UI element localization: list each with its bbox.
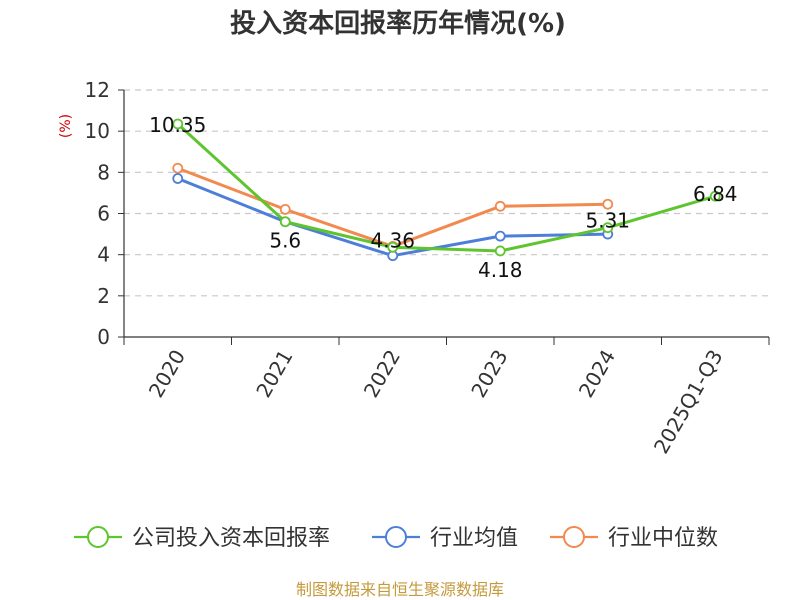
y-tick-label: 4 xyxy=(97,243,110,267)
data-labels: 10.35 5.6 4.36 4.18 5.31 6.84 xyxy=(149,113,737,282)
series-point-2[interactable] xyxy=(279,203,291,215)
series-lines xyxy=(176,122,716,258)
data-label: 6.84 xyxy=(693,182,738,206)
y-tick-label: 0 xyxy=(97,325,110,349)
legend-label-2[interactable]: 行业中位数 xyxy=(608,526,718,551)
data-label: 5.31 xyxy=(585,209,630,233)
y-tick-labels: 0 2 4 6 8 10 12 xyxy=(85,78,110,349)
y-tick-label: 8 xyxy=(97,160,110,184)
x-tick-label: 2020 xyxy=(144,346,190,402)
series-point-0[interactable] xyxy=(172,118,184,130)
series-point-0[interactable] xyxy=(494,245,506,257)
series-line-0 xyxy=(176,122,716,253)
legend[interactable]: 公司投入资本回报率 行业均值 行业中位数 xyxy=(74,526,718,551)
legend-marker-2 xyxy=(563,526,585,548)
source-note: 制图数据来自恒生聚源数据库 xyxy=(296,580,504,599)
legend-marker-1 xyxy=(385,526,407,548)
series-points xyxy=(172,118,721,262)
x-tick-label: 2024 xyxy=(574,346,620,402)
series-point-1[interactable] xyxy=(172,173,184,184)
data-label: 4.18 xyxy=(478,258,523,282)
x-tick-label: 2023 xyxy=(466,346,512,402)
chart-title: 投入资本回报率历年情况(%) xyxy=(230,8,566,39)
x-tick-label: 2021 xyxy=(251,346,297,402)
series-point-2[interactable] xyxy=(172,162,184,174)
y-tick-label: 2 xyxy=(97,284,110,308)
series-point-0[interactable] xyxy=(279,216,291,228)
series-point-0[interactable] xyxy=(709,190,721,202)
legend-label-0[interactable]: 公司投入资本回报率 xyxy=(132,526,330,551)
data-label: 4.36 xyxy=(370,228,415,252)
x-tick-label: 2025Q1-Q3 xyxy=(649,346,728,458)
data-label: 10.35 xyxy=(149,113,206,137)
series-point-0[interactable] xyxy=(602,222,614,234)
series-point-1[interactable] xyxy=(494,230,506,242)
legend-marker-0 xyxy=(87,526,109,548)
axes xyxy=(118,89,770,345)
series-point-0[interactable] xyxy=(387,241,399,253)
data-label: 5.6 xyxy=(269,229,301,253)
grid-lines xyxy=(124,89,769,297)
y-tick-label: 10 xyxy=(85,119,110,143)
x-tick-labels: 2020 2021 2022 2023 2024 2025Q1-Q3 xyxy=(144,346,728,458)
legend-label-1[interactable]: 行业均值 xyxy=(430,526,518,551)
y-axis-label: (%) xyxy=(58,114,74,138)
y-tick-label: 6 xyxy=(97,202,110,226)
x-tick-label: 2022 xyxy=(359,346,405,402)
series-point-2[interactable] xyxy=(494,200,506,212)
y-tick-label: 12 xyxy=(85,78,110,102)
series-point-2[interactable] xyxy=(602,198,614,210)
